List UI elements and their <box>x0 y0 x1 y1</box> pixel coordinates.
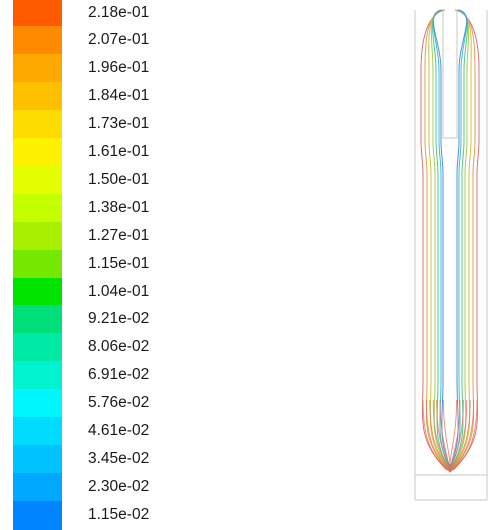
colorbar-tick-label: 8.06e-02 <box>88 338 150 355</box>
colorbar-tick-label: 1.38e-01 <box>88 199 150 216</box>
colorbar-swatch <box>13 445 62 474</box>
streamline <box>439 399 451 473</box>
colorbar-swatch <box>13 110 62 139</box>
streamline <box>436 399 451 473</box>
streamline <box>450 9 470 471</box>
baffle-outline <box>442 10 458 139</box>
streamline <box>449 399 461 473</box>
colorbar-swatch <box>13 26 62 55</box>
colorbar-tick-label: 4.61e-02 <box>88 422 150 439</box>
domain-outline <box>414 10 488 501</box>
colorbar-swatch <box>13 250 62 279</box>
streamline <box>452 9 476 471</box>
colorbar-tick-label: 1.27e-01 <box>88 227 150 244</box>
streamline <box>451 9 472 471</box>
streamline <box>449 399 464 473</box>
colorbar-tick-label: 1.96e-01 <box>88 59 150 76</box>
colorbar-swatch <box>13 166 62 195</box>
streamline <box>431 9 451 471</box>
colorbar-swatch <box>13 501 62 530</box>
colorbar-swatch <box>13 0 62 28</box>
streamline <box>420 9 447 471</box>
colorbar-swatch <box>13 54 62 83</box>
colorbar-swatch <box>13 194 62 223</box>
colorbar-swatch <box>13 417 62 446</box>
streamline <box>449 399 468 473</box>
streamline <box>453 9 480 471</box>
colorbar-tick-label: 9.21e-02 <box>88 310 150 327</box>
colorbar-tick-label: 1.15e-01 <box>88 255 150 272</box>
colorbar-swatch <box>13 389 62 418</box>
colorbar <box>13 0 62 530</box>
colorbar-tick-label: 6.91e-02 <box>88 366 150 383</box>
colorbar-tick-label: 2.18e-01 <box>88 4 150 21</box>
colorbar-swatch <box>13 361 62 390</box>
colorbar-tick-label: 1.61e-01 <box>88 143 150 160</box>
streamline <box>432 9 452 471</box>
colorbar-tick-label: 2.07e-01 <box>88 31 150 48</box>
streamline <box>449 399 475 473</box>
streamline-plot <box>414 9 488 501</box>
streamline <box>432 399 451 473</box>
colorbar-swatch <box>13 333 62 362</box>
colorbar-tick-label: 1.04e-01 <box>88 283 150 300</box>
colorbar-swatch <box>13 473 62 502</box>
colorbar-tick-label: 1.84e-01 <box>88 87 150 104</box>
colorbar-swatch <box>13 82 62 111</box>
streamline <box>422 399 451 473</box>
colorbar-swatch <box>13 222 62 251</box>
streamline <box>424 9 448 471</box>
colorbar-tick-label: 1.73e-01 <box>88 115 150 132</box>
streamline <box>428 9 449 471</box>
colorbar-tick-label: 1.50e-01 <box>88 171 150 188</box>
streamline <box>429 399 451 473</box>
streamline <box>425 399 451 473</box>
colorbar-tick-labels: 2.18e-01 2.07e-01 1.96e-01 1.84e-01 1.73e-01… <box>88 0 208 522</box>
streamline <box>430 9 450 471</box>
colorbar-swatch <box>13 138 62 167</box>
streamline <box>449 9 469 471</box>
colorbar-tick-label: 1.15e-02 <box>88 506 150 523</box>
colorbar-swatch <box>13 278 62 307</box>
colorbar-tick-label: 5.76e-02 <box>88 394 150 411</box>
streamline <box>448 9 468 471</box>
streamline <box>449 399 478 473</box>
streamline <box>449 399 471 473</box>
colorbar-tick-label: 3.45e-02 <box>88 450 150 467</box>
streamline <box>449 399 458 473</box>
colorbar-swatch <box>13 305 62 334</box>
colorbar-tick-label: 2.30e-02 <box>88 478 150 495</box>
